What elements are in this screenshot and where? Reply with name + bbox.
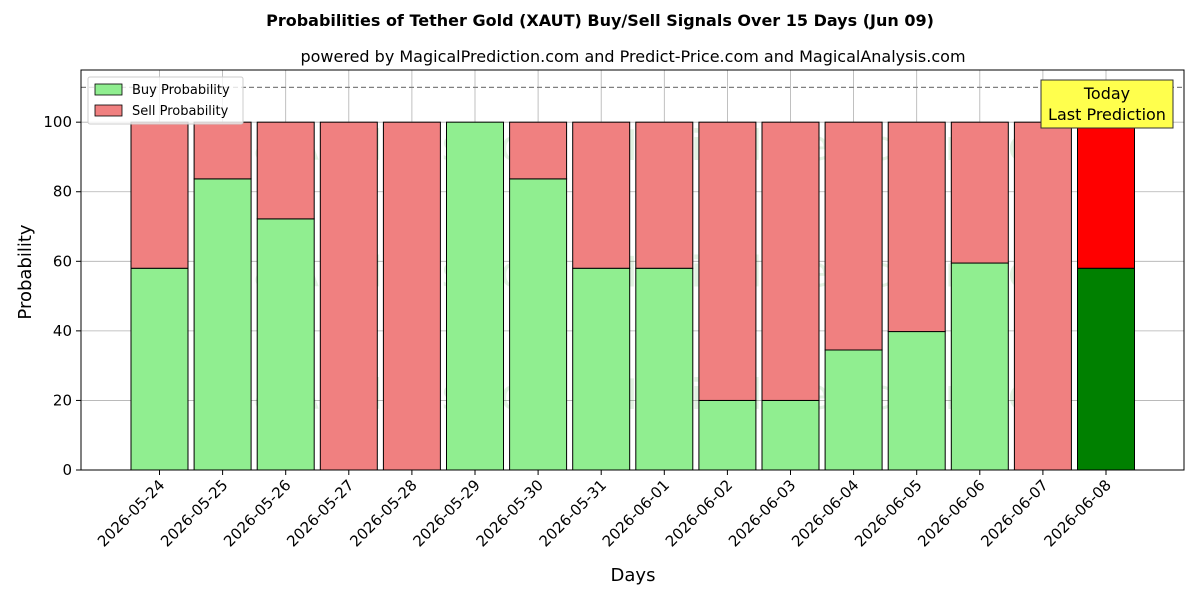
x-tick-label-12: 2026-06-05 (851, 476, 925, 550)
x-tick-label-8: 2026-06-01 (599, 476, 673, 550)
today-annotation-line1: Today (1083, 84, 1130, 103)
x-axis-ticks: 2026-05-242026-05-252026-05-262026-05-27… (94, 470, 1115, 550)
bar-sell-2026-05-24 (130, 121, 189, 269)
y-axis-label: Probability (15, 224, 36, 319)
legend-box (87, 76, 244, 125)
bar-buy-2026-05-31 (572, 267, 631, 471)
x-tick-label-7: 2026-05-31 (536, 476, 610, 550)
x-tick-label-9: 2026-06-02 (662, 476, 736, 550)
bar-sell-2026-06-04 (824, 121, 883, 351)
x-tick-label-1: 2026-05-25 (157, 476, 231, 550)
bar-sell-2026-06-01 (635, 121, 694, 269)
today-annotation: Today Last Prediction (1040, 79, 1174, 129)
chart-title: Probabilities of Tether Gold (XAUT) Buy/… (266, 11, 934, 30)
bar-sell-2026-06-08 (1077, 121, 1135, 269)
y-tick-label-1: 20 (53, 391, 72, 409)
plot-frame (80, 69, 1185, 471)
bar-buy-2026-05-26 (256, 218, 315, 471)
x-tick-label-6: 2026-05-30 (473, 476, 547, 550)
y-axis-ticks: 0 20 40 60 80 100 (43, 113, 81, 479)
x-tick-label-15: 2026-06-08 (1040, 476, 1114, 550)
bar-buy-2026-06-03 (761, 399, 820, 471)
x-axis-label: Days (611, 565, 656, 586)
bar-sell-2026-05-27 (319, 121, 378, 471)
bar-sell-2026-06-02 (698, 121, 757, 401)
legend-label-sell: Sell Probability (132, 104, 229, 119)
y-tick-label-0: 0 (62, 461, 72, 479)
bar-buy-2026-05-29 (446, 121, 504, 471)
bar-sell-2026-05-25 (193, 121, 252, 180)
bar-sell-2026-05-31 (572, 121, 631, 269)
today-annotation-box (1040, 79, 1174, 129)
bar-sell-2026-05-28 (382, 121, 441, 471)
bar-sell-2026-05-30 (509, 121, 568, 180)
x-tick-label-11: 2026-06-04 (788, 476, 862, 550)
x-tick-label-2: 2026-05-26 (220, 476, 294, 550)
bar-buy-2026-05-30 (509, 178, 568, 471)
bar-buy-2026-05-24 (130, 267, 189, 471)
y-tick-label-4: 80 (53, 183, 72, 201)
legend-label-buy: Buy Probability (132, 83, 230, 98)
x-tick-label-10: 2026-06-03 (725, 476, 799, 550)
bar-sell-2026-06-03 (761, 121, 820, 401)
bars (130, 121, 1135, 471)
legend-swatch-buy (94, 83, 123, 96)
x-tick-label-14: 2026-06-07 (977, 476, 1051, 550)
bar-sell-2026-06-06 (950, 121, 1009, 264)
x-tick-label-4: 2026-05-28 (346, 476, 420, 550)
y-tick-label-5: 100 (43, 113, 72, 131)
bar-buy-2026-06-01 (635, 267, 694, 471)
x-tick-label-13: 2026-06-06 (914, 476, 988, 550)
today-annotation-line2: Last Prediction (1048, 105, 1166, 124)
x-tick-label-3: 2026-05-27 (283, 476, 357, 550)
legend-swatch-sell (94, 104, 123, 117)
bar-buy-2026-06-04 (824, 349, 883, 471)
chart-subtitle: powered by MagicalPrediction.com and Pre… (300, 47, 965, 66)
bar-sell-2026-06-07 (1013, 121, 1072, 471)
bar-buy-2026-05-25 (193, 178, 252, 471)
bar-buy-2026-06-08 (1077, 267, 1135, 471)
x-tick-label-0: 2026-05-24 (94, 476, 168, 550)
bar-buy-2026-06-05 (887, 331, 946, 471)
bar-buy-2026-06-06 (950, 262, 1009, 471)
y-tick-label-3: 60 (53, 252, 72, 270)
bar-buy-2026-06-02 (698, 399, 757, 471)
x-tick-label-5: 2026-05-29 (409, 476, 483, 550)
bar-sell-2026-05-26 (256, 121, 315, 220)
y-tick-label-2: 40 (53, 322, 72, 340)
legend: Buy Probability Sell Probability (87, 76, 244, 125)
bar-sell-2026-06-05 (887, 121, 946, 333)
